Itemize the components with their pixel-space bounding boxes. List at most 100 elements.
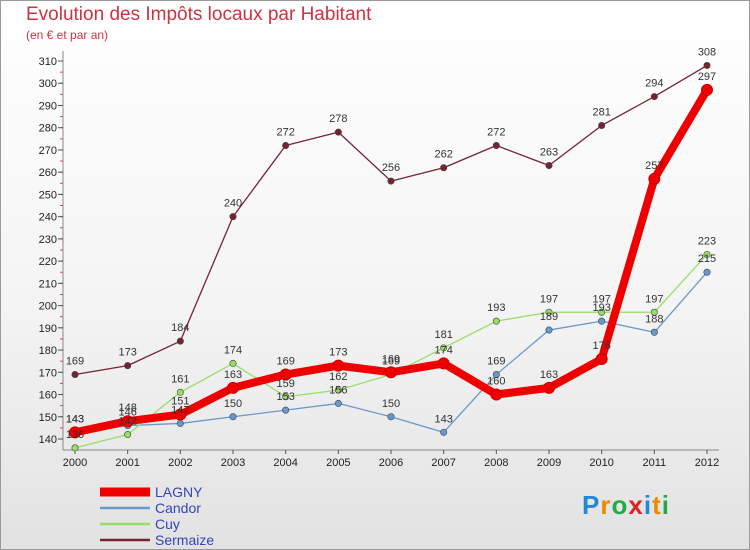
y-tick-label: 220 (39, 256, 57, 268)
data-point-sermaize (650, 93, 658, 101)
data-label-sermaize: 272 (487, 126, 505, 138)
data-label-cuy: 159 (276, 378, 294, 390)
y-tick-label: 250 (39, 189, 57, 201)
x-tick-label: 2009 (537, 457, 561, 469)
proxiti-logo: Proxiti (582, 490, 670, 521)
y-tick-label: 170 (39, 367, 57, 379)
data-label-cuy: 197 (540, 293, 558, 305)
data-point-lagny (701, 83, 713, 96)
data-label-cuy: 181 (434, 329, 452, 341)
data-label-sermaize: 308 (698, 46, 716, 58)
x-tick-label: 2011 (643, 457, 667, 469)
y-tick-label: 270 (39, 145, 57, 157)
logo-letter: i (661, 490, 670, 520)
data-point-cuy (440, 344, 448, 352)
data-label-lagny: 173 (329, 347, 347, 359)
data-point-sermaize (229, 213, 237, 221)
y-tick-label: 230 (39, 234, 57, 246)
data-point-candor (387, 413, 395, 421)
data-label-lagny: 174 (434, 344, 452, 356)
data-label-candor: 150 (382, 398, 400, 410)
data-point-lagny (595, 352, 608, 365)
data-label-sermaize: 184 (171, 322, 189, 334)
y-tick-label: 210 (39, 278, 57, 290)
logo-letter: o (611, 490, 629, 520)
data-point-sermaize (334, 128, 342, 136)
legend-label-candor: Candor (155, 500, 201, 516)
y-tick-label: 140 (39, 434, 57, 446)
data-label-sermaize: 169 (66, 356, 84, 368)
data-label-sermaize: 256 (382, 162, 400, 174)
data-point-candor (492, 371, 500, 379)
data-label-lagny: 160 (487, 376, 505, 388)
data-label-candor: 188 (645, 313, 663, 325)
x-tick-label: 2006 (379, 457, 403, 469)
data-label-candor: 156 (329, 384, 347, 396)
data-point-sermaize (176, 337, 184, 345)
data-point-cuy (282, 393, 290, 401)
data-point-cuy (229, 359, 237, 367)
data-label-cuy: 169 (382, 356, 400, 368)
data-label-candor: 146 (118, 407, 136, 419)
x-tick-label: 2012 (695, 457, 719, 469)
y-tick-label: 160 (39, 390, 57, 402)
legend-label-sermaize: Sermaize (155, 532, 214, 548)
data-label-sermaize: 262 (434, 149, 452, 161)
data-label-candor: 215 (698, 253, 716, 265)
data-point-cuy (492, 317, 500, 325)
data-point-lagny (543, 381, 555, 394)
logo-letter: i (643, 490, 653, 520)
data-label-candor: 147 (171, 404, 189, 416)
data-point-lagny (69, 426, 81, 439)
y-tick-label: 260 (39, 167, 57, 179)
data-label-cuy: 136 (66, 429, 84, 441)
data-point-cuy (598, 308, 606, 316)
data-label-lagny: 169 (276, 356, 294, 368)
data-point-lagny (490, 388, 503, 401)
data-label-lagny: 176 (592, 340, 610, 352)
data-point-candor (703, 268, 711, 276)
data-point-cuy (334, 386, 342, 394)
data-point-cuy (545, 308, 553, 316)
x-tick-label: 2005 (326, 457, 350, 469)
x-tick-label: 2007 (431, 457, 455, 469)
data-label-cuy: 162 (329, 371, 347, 383)
data-label-lagny: 257 (645, 160, 663, 172)
data-label-candor: 169 (487, 356, 505, 368)
data-point-sermaize (387, 177, 395, 185)
data-point-sermaize (545, 162, 553, 170)
y-tick-label: 280 (39, 123, 57, 135)
y-tick-label: 180 (39, 345, 57, 357)
data-point-sermaize (492, 141, 500, 149)
data-point-lagny (227, 381, 239, 394)
data-label-cuy: 197 (592, 293, 610, 305)
data-point-lagny (648, 172, 661, 185)
data-label-candor: 189 (540, 311, 558, 323)
data-point-candor (282, 406, 290, 414)
data-label-lagny: 143 (66, 413, 84, 425)
data-point-candor (598, 317, 606, 325)
data-label-sermaize: 294 (645, 78, 663, 90)
data-label-candor: 143 (66, 413, 84, 425)
data-point-lagny (385, 366, 397, 379)
data-point-lagny (174, 408, 187, 421)
data-label-cuy: 174 (224, 344, 242, 356)
data-label-lagny: 163 (224, 369, 242, 381)
data-label-sermaize: 173 (118, 347, 136, 359)
data-point-sermaize (598, 121, 606, 129)
y-tick-label: 310 (39, 56, 57, 68)
data-point-cuy (71, 444, 79, 452)
data-label-lagny: 297 (698, 71, 716, 83)
data-point-lagny (437, 357, 450, 370)
series-line-lagny (71, 85, 711, 437)
x-tick-label: 2001 (115, 457, 139, 469)
data-point-sermaize (703, 61, 711, 69)
y-tick-label: 190 (39, 323, 57, 335)
y-tick-label: 240 (39, 212, 57, 224)
data-point-candor (440, 428, 448, 436)
data-label-sermaize: 272 (276, 126, 294, 138)
data-label-candor: 150 (224, 398, 242, 410)
data-point-lagny (121, 415, 134, 428)
data-label-lagny: 163 (540, 369, 558, 381)
